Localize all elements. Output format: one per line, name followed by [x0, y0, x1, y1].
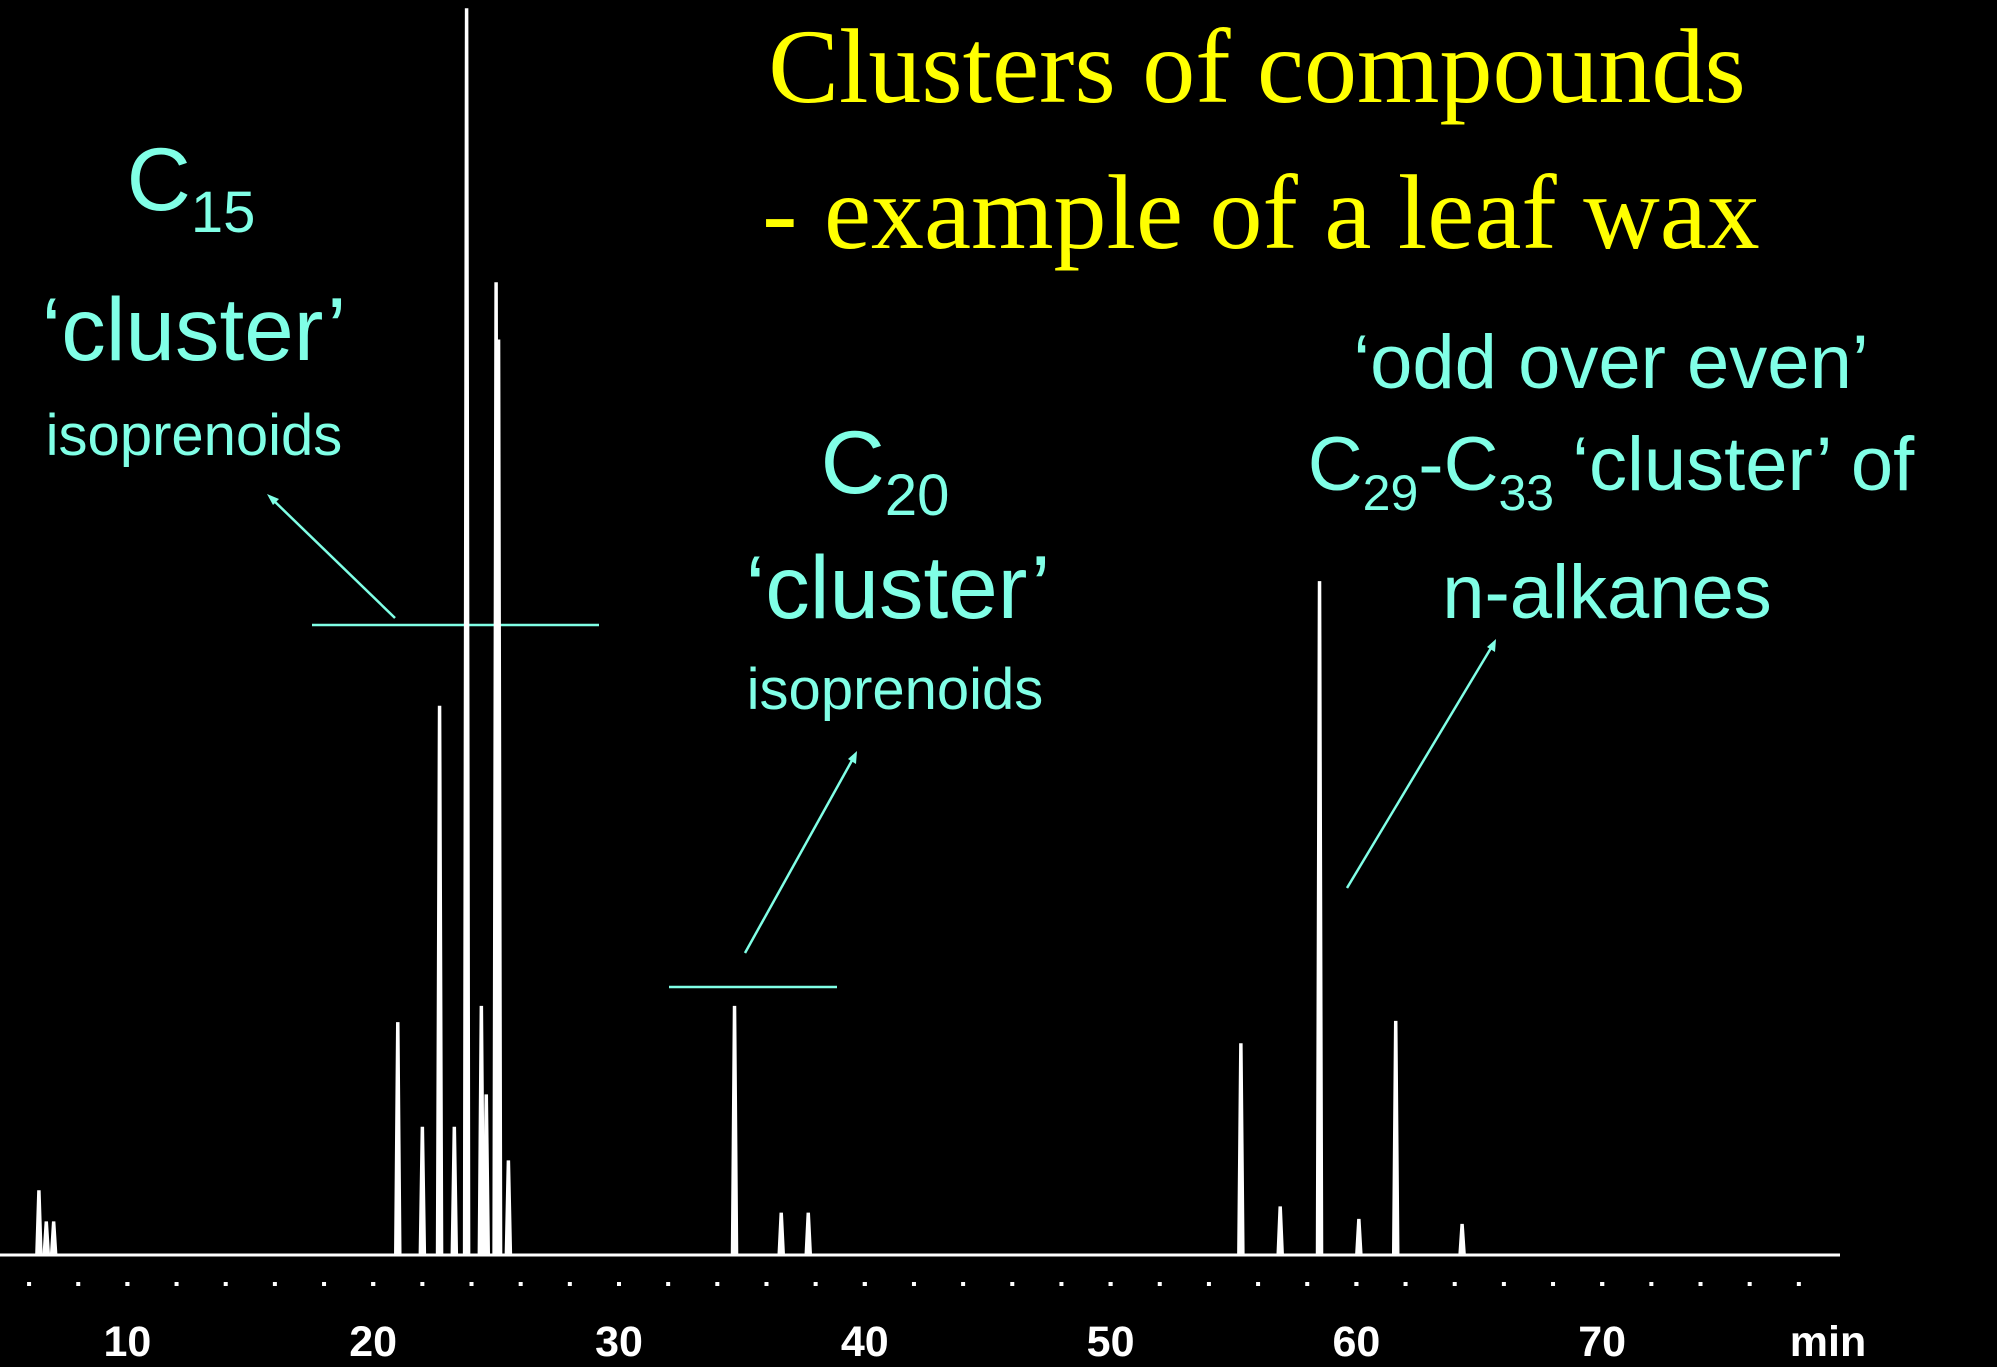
x-minor-tick: [1059, 1282, 1064, 1286]
peak: [450, 1126, 459, 1256]
x-tick: [1600, 1282, 1605, 1286]
annotation-subscript: 20: [885, 463, 950, 528]
x-tick: [1108, 1282, 1113, 1286]
x-minor-tick: [1452, 1282, 1457, 1286]
x-minor-tick: [1010, 1282, 1015, 1286]
x-minor-tick: [420, 1282, 425, 1286]
x-minor-tick: [1698, 1282, 1703, 1286]
peak: [1355, 1218, 1363, 1256]
x-tick-label: 10: [103, 1318, 151, 1366]
annotation-subscript: 33: [1498, 465, 1554, 521]
peak: [482, 1094, 491, 1256]
x-minor-tick: [1206, 1282, 1211, 1286]
annotation-text: isoprenoids: [46, 403, 343, 468]
x-minor-tick: [76, 1282, 81, 1286]
peak: [418, 1126, 427, 1256]
x-tick-label: 70: [1578, 1318, 1626, 1366]
x-minor-tick: [764, 1282, 769, 1286]
chart-title: Clusters of compounds: [768, 8, 1746, 125]
chart-subtitle: - example of a leaf wax: [762, 154, 1760, 271]
x-minor-tick: [1157, 1282, 1162, 1286]
x-minor-tick: [174, 1282, 179, 1286]
x-minor-tick: [1796, 1282, 1801, 1286]
peak: [804, 1212, 813, 1256]
x-minor-tick: [961, 1282, 966, 1286]
peak: [1391, 1020, 1400, 1256]
peak: [1315, 581, 1324, 1256]
x-axis-label: min: [1790, 1318, 1866, 1366]
arrow: [743, 754, 857, 954]
annotation-c15: C15 ‘cluster’ isoprenoids: [42, 129, 599, 627]
x-minor-tick: [666, 1282, 671, 1286]
x-minor-tick: [272, 1282, 277, 1286]
peak: [504, 1160, 513, 1256]
arrow: [1345, 642, 1496, 889]
x-minor-tick: [813, 1282, 818, 1286]
annotation-text: C: [1308, 422, 1363, 507]
annotation-text: C: [127, 129, 191, 229]
arrow-head: [267, 494, 279, 505]
x-minor-tick: [1649, 1282, 1654, 1286]
x-minor-tick: [715, 1282, 720, 1286]
annotation-label: C20: [821, 412, 950, 528]
x-tick-label: 60: [1332, 1318, 1380, 1366]
peak: [462, 8, 471, 1256]
x-minor-tick: [1403, 1282, 1408, 1286]
annotation-label: C15: [127, 129, 256, 245]
x-minor-tick: [1256, 1282, 1261, 1286]
x-tick-label: 30: [595, 1318, 643, 1366]
x-minor-tick: [1305, 1282, 1310, 1286]
x-minor-tick: [518, 1282, 523, 1286]
peak: [1237, 1043, 1245, 1256]
annotation-text: C: [821, 412, 885, 512]
peak: [49, 1221, 58, 1256]
annotation-subscript: 29: [1363, 465, 1419, 521]
x-minor-tick: [567, 1282, 572, 1286]
peak: [730, 1005, 739, 1256]
x-tick: [1354, 1282, 1359, 1286]
arrow-head: [848, 751, 857, 764]
arrow: [269, 496, 396, 619]
x-minor-tick: [911, 1282, 916, 1286]
annotation-text: ‘cluster’ of: [1572, 422, 1915, 507]
x-minor-tick: [322, 1282, 327, 1286]
x-minor-tick: [27, 1282, 32, 1286]
annotation-subscript: 15: [191, 180, 256, 245]
peak: [1276, 1206, 1284, 1256]
peak: [1458, 1223, 1466, 1256]
annotation-text: n-alkanes: [1442, 550, 1772, 635]
peak: [477, 1005, 486, 1256]
x-minor-tick: [1551, 1282, 1556, 1286]
x-minor-tick: [223, 1282, 228, 1286]
annotation-text: ‘odd over even’: [1353, 320, 1868, 405]
annotation-text: ‘cluster’: [42, 279, 347, 379]
x-tick-label: 20: [349, 1318, 397, 1366]
arrow-head: [1487, 639, 1496, 652]
annotation-alkanes: ‘odd over even’ C29-C33 ‘cluster’ of n-al…: [1308, 320, 1915, 889]
x-minor-tick: [1747, 1282, 1752, 1286]
x-tick: [125, 1282, 130, 1286]
x-tick: [617, 1282, 621, 1286]
peak: [35, 1190, 43, 1256]
x-tick-label: 40: [841, 1318, 889, 1366]
annotation-text: -C: [1418, 422, 1498, 507]
annotation-text: isoprenoids: [747, 657, 1044, 722]
peak: [494, 339, 503, 1256]
peak: [394, 1022, 402, 1256]
x-minor-tick: [1501, 1282, 1506, 1286]
x-tick-label: 50: [1087, 1318, 1135, 1366]
x-tick: [862, 1282, 867, 1286]
x-tick: [371, 1282, 376, 1286]
peak: [777, 1212, 786, 1256]
x-minor-tick: [469, 1282, 474, 1286]
annotation-label: C29-C33 ‘cluster’ of: [1308, 422, 1915, 521]
peak: [42, 1221, 51, 1256]
annotation-c20: C20 ‘cluster’ isoprenoids: [669, 412, 1051, 989]
peak: [435, 705, 444, 1256]
annotation-text: ‘cluster’: [746, 537, 1051, 637]
